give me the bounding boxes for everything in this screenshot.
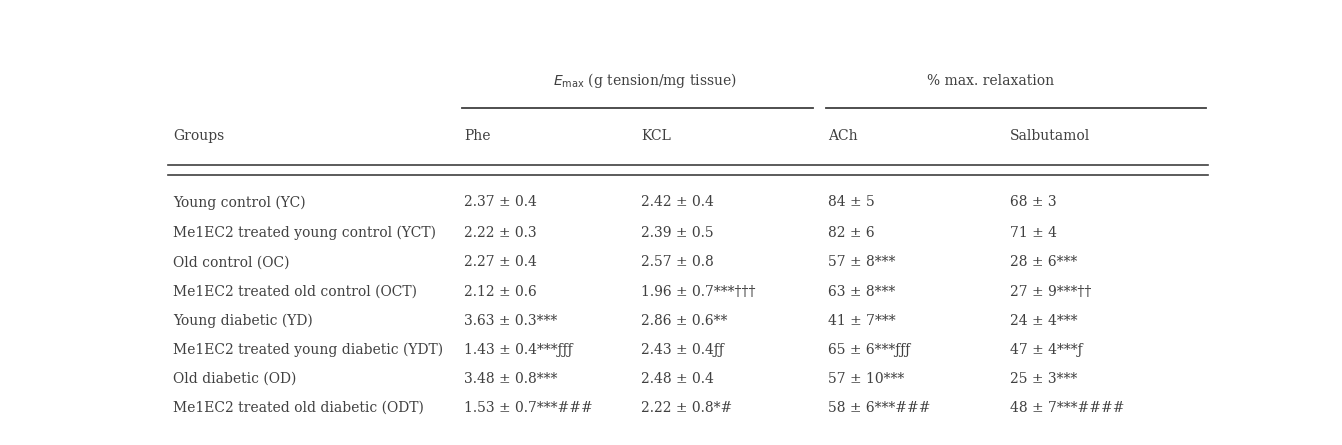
Text: Old diabetic (OD): Old diabetic (OD) [173, 372, 297, 386]
Text: Me1EC2 treated young diabetic (YDT): Me1EC2 treated young diabetic (YDT) [173, 343, 443, 357]
Text: 47 ± 4***ƒ: 47 ± 4***ƒ [1011, 343, 1083, 357]
Text: ACh: ACh [828, 129, 858, 143]
Text: Young control (YC): Young control (YC) [173, 195, 306, 210]
Text: 2.22 ± 0.3: 2.22 ± 0.3 [464, 227, 537, 240]
Text: Salbutamol: Salbutamol [1011, 129, 1091, 143]
Text: 1.96 ± 0.7***†††: 1.96 ± 0.7***††† [641, 284, 756, 299]
Text: 2.42 ± 0.4: 2.42 ± 0.4 [641, 195, 714, 210]
Text: 3.63 ± 0.3***: 3.63 ± 0.3*** [464, 314, 557, 328]
Text: 1.53 ± 0.7***###: 1.53 ± 0.7***### [464, 401, 593, 415]
Text: 58 ± 6***###: 58 ± 6***### [828, 401, 931, 415]
Text: Me1EC2 treated old diabetic (ODT): Me1EC2 treated old diabetic (ODT) [173, 401, 424, 415]
Text: Old control (OC): Old control (OC) [173, 255, 290, 269]
Text: 2.57 ± 0.8: 2.57 ± 0.8 [641, 255, 714, 269]
Text: 57 ± 8***: 57 ± 8*** [828, 255, 895, 269]
Text: 57 ± 10***: 57 ± 10*** [828, 372, 905, 386]
Text: 65 ± 6***ƒƒƒ: 65 ± 6***ƒƒƒ [828, 343, 910, 357]
Text: 2.27 ± 0.4: 2.27 ± 0.4 [464, 255, 537, 269]
Text: Me1EC2 treated old control (OCT): Me1EC2 treated old control (OCT) [173, 284, 417, 299]
Text: KCL: KCL [641, 129, 671, 143]
Text: 2.12 ± 0.6: 2.12 ± 0.6 [464, 284, 537, 299]
Text: 24 ± 4***: 24 ± 4*** [1011, 314, 1078, 328]
Text: 84 ± 5: 84 ± 5 [828, 195, 875, 210]
Text: Phe: Phe [464, 129, 491, 143]
Text: 2.37 ± 0.4: 2.37 ± 0.4 [464, 195, 537, 210]
Text: 41 ± 7***: 41 ± 7*** [828, 314, 896, 328]
Text: 63 ± 8***: 63 ± 8*** [828, 284, 895, 299]
Text: Me1EC2 treated young control (YCT): Me1EC2 treated young control (YCT) [173, 226, 436, 240]
Text: $\mathit{E}_{\mathrm{max}}$ (g tension/mg tissue): $\mathit{E}_{\mathrm{max}}$ (g tension/m… [553, 71, 737, 90]
Text: 71 ± 4: 71 ± 4 [1011, 227, 1057, 240]
Text: 3.48 ± 0.8***: 3.48 ± 0.8*** [464, 372, 557, 386]
Text: 48 ± 7***####: 48 ± 7***#### [1011, 401, 1125, 415]
Text: 2.86 ± 0.6**: 2.86 ± 0.6** [641, 314, 727, 328]
Text: 2.48 ± 0.4: 2.48 ± 0.4 [641, 372, 714, 386]
Text: 25 ± 3***: 25 ± 3*** [1011, 372, 1078, 386]
Text: % max. relaxation: % max. relaxation [927, 74, 1053, 88]
Text: 2.43 ± 0.4ƒƒ: 2.43 ± 0.4ƒƒ [641, 343, 723, 357]
Text: 2.22 ± 0.8*#: 2.22 ± 0.8*# [641, 401, 733, 415]
Text: 1.43 ± 0.4***ƒƒƒ: 1.43 ± 0.4***ƒƒƒ [464, 343, 573, 357]
Text: 28 ± 6***: 28 ± 6*** [1011, 255, 1078, 269]
Text: 68 ± 3: 68 ± 3 [1011, 195, 1056, 210]
Text: Groups: Groups [173, 129, 224, 143]
Text: 2.39 ± 0.5: 2.39 ± 0.5 [641, 227, 714, 240]
Text: Young diabetic (YD): Young diabetic (YD) [173, 313, 313, 328]
Text: 27 ± 9***††: 27 ± 9***†† [1011, 284, 1091, 299]
Text: 82 ± 6: 82 ± 6 [828, 227, 875, 240]
